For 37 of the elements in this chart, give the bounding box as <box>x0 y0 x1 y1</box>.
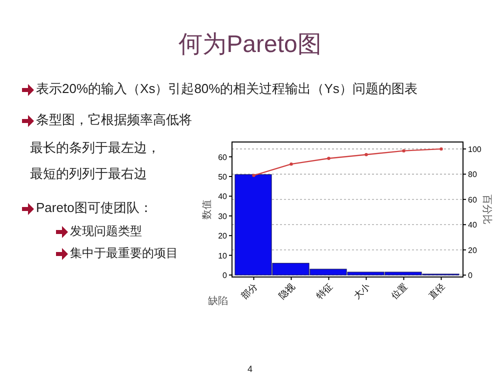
y2-tick-label: 20 <box>468 246 478 255</box>
y-tick-label: 50 <box>218 172 228 182</box>
x-tick-label: 位置 <box>389 281 410 302</box>
point <box>402 149 406 152</box>
y2-tick-label: 0 <box>468 271 473 280</box>
y-tick-label: 60 <box>218 152 228 162</box>
y2-tick-label: 40 <box>468 220 478 230</box>
point <box>440 147 443 151</box>
point <box>290 162 293 166</box>
y2-axis-title: 百分比 <box>481 194 493 224</box>
text: Pareto图可使团队： <box>36 200 152 215</box>
y-axis-title: 数值 <box>202 200 213 220</box>
text: 条型图，它根据频率高低将 <box>36 112 192 127</box>
text: 4 <box>247 364 253 374</box>
y2-tick-label: 100 <box>468 144 482 154</box>
y-tick-label: 10 <box>218 251 228 260</box>
point <box>252 174 256 178</box>
y-tick-label: 40 <box>218 192 228 202</box>
text: 最短的列列于最右边 <box>30 166 147 181</box>
y-tick-label: 0 <box>222 271 228 280</box>
text: 表示20%的输入（Xs）引起80%的相关过程输出（Ys）问题的图表 <box>36 81 418 96</box>
x-tick-label: 部分 <box>239 281 260 302</box>
y-tick-label: 20 <box>218 232 228 241</box>
x-tick-label: 特征 <box>314 281 334 302</box>
point <box>327 156 330 160</box>
x-tick-label: 隐视 <box>276 281 297 302</box>
x-tick-label: 大小 <box>352 281 372 302</box>
text: 最长的条列于最左边， <box>30 140 160 155</box>
x-tick-label: 直径 <box>426 281 447 302</box>
x-axis-title: 缺陷 <box>208 295 228 307</box>
chart-title: 何为Pareto图 <box>178 31 322 58</box>
text: 集中于最重要的项目 <box>70 246 178 260</box>
point <box>364 153 368 156</box>
y-tick-label: 30 <box>218 212 228 221</box>
y2-tick-label: 80 <box>468 170 478 180</box>
text: 发现问题类型 <box>70 224 142 238</box>
y2-tick-label: 60 <box>468 195 478 204</box>
